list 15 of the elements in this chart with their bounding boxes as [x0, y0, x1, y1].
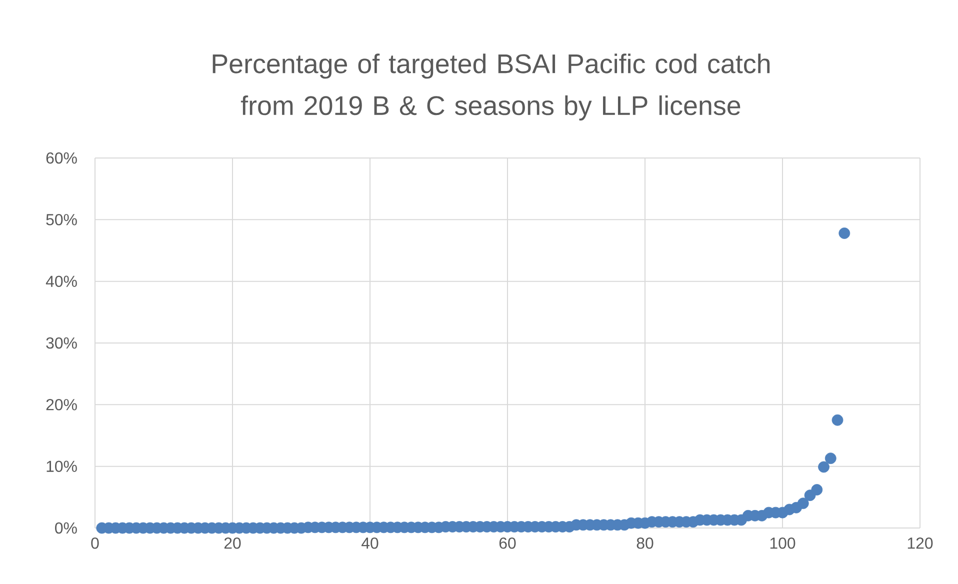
- x-tick-label: 20: [224, 538, 241, 549]
- x-tick-label: 40: [361, 538, 378, 549]
- y-tick-label: 0%: [55, 522, 77, 534]
- y-tick-label: 40%: [46, 276, 77, 287]
- y-tick-label: 50%: [46, 214, 77, 226]
- y-tick-label: 10%: [46, 460, 77, 472]
- x-tick-label: 60: [499, 538, 516, 549]
- x-tick-label: 100: [770, 538, 796, 549]
- x-tick-label: 80: [636, 538, 654, 549]
- y-tick-label: 20%: [46, 399, 77, 410]
- y-tick-label: 60%: [46, 152, 77, 164]
- x-tick-label: 120: [908, 538, 933, 549]
- x-tick-label: 0: [91, 538, 99, 549]
- y-tick-label: 30%: [46, 337, 77, 349]
- chart-title: Percentage of targeted BSAI Pacific cod catch from 2019 B & C seasons by LLP license: [212, 54, 770, 120]
